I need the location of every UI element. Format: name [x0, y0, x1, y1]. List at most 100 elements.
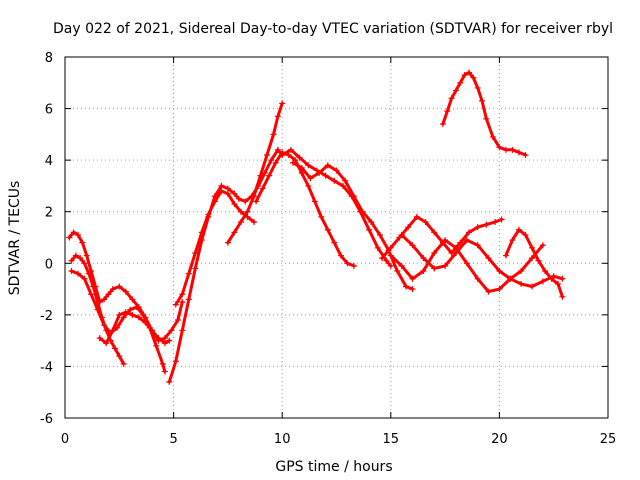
data-point: [148, 327, 155, 334]
data-point: [135, 314, 142, 321]
data-point: [224, 185, 231, 192]
data-point: [142, 319, 149, 326]
data-point: [274, 146, 281, 153]
data-point: [205, 211, 212, 218]
data-point: [279, 100, 286, 107]
x-tick-label: 15: [383, 432, 400, 447]
data-point: [507, 275, 514, 282]
data-point: [522, 151, 529, 158]
data-point: [528, 255, 535, 262]
data-point: [337, 252, 344, 259]
data-point: [235, 195, 242, 202]
data-point: [83, 252, 90, 259]
data-point: [409, 242, 416, 249]
data-point: [522, 231, 529, 238]
data-point: [331, 177, 338, 184]
data-point: [116, 311, 123, 318]
data-point: [409, 275, 416, 282]
data-point: [231, 200, 238, 207]
data-point: [85, 270, 92, 277]
data-point: [127, 306, 134, 313]
data-point: [224, 190, 231, 197]
data-point: [331, 239, 338, 246]
data-point: [492, 219, 499, 226]
data-point: [298, 170, 305, 177]
data-point: [559, 293, 566, 300]
data-point: [344, 260, 351, 267]
data-point: [305, 162, 312, 169]
series-line: [504, 228, 564, 299]
data-point: [90, 283, 97, 290]
data-point: [465, 69, 472, 76]
data-point: [161, 368, 168, 375]
data-point: [270, 131, 277, 138]
data-point: [387, 252, 394, 259]
data-point: [285, 151, 292, 158]
data-point: [185, 296, 192, 303]
data-point: [387, 262, 394, 269]
data-point: [179, 291, 186, 298]
series-track-6: [172, 188, 257, 308]
data-point: [75, 270, 82, 277]
series-line: [226, 101, 284, 245]
data-point: [457, 239, 464, 246]
plot-frame: [64, 56, 609, 419]
data-point: [398, 231, 405, 238]
data-point: [68, 268, 75, 275]
data-point: [166, 337, 173, 344]
series-track-10: [290, 159, 416, 293]
data-point: [539, 242, 546, 249]
y-tick-label: -6: [40, 412, 53, 427]
data-point: [153, 342, 160, 349]
data-point: [342, 177, 349, 184]
data-point: [250, 193, 257, 200]
x-tick-label: 10: [274, 432, 291, 447]
data-point: [431, 265, 438, 272]
data-point: [340, 182, 347, 189]
data-point: [287, 146, 294, 153]
series-line: [441, 71, 527, 157]
data-point: [403, 283, 410, 290]
data-point: [305, 182, 312, 189]
data-point: [116, 283, 123, 290]
data-point: [542, 268, 549, 275]
data-point: [489, 133, 496, 140]
data-point: [405, 224, 412, 231]
x-tick-label: 20: [491, 432, 508, 447]
chart-title: Day 022 of 2021, Sidereal Day-to-day VTE…: [53, 21, 613, 37]
series-line: [174, 189, 256, 306]
data-point: [290, 159, 297, 166]
series-track-1: [66, 229, 186, 344]
data-point: [452, 244, 459, 251]
data-point: [311, 198, 318, 205]
data-point: [463, 260, 470, 267]
series-track-15: [439, 69, 529, 158]
data-point: [172, 358, 179, 365]
data-point: [442, 262, 449, 269]
series-track-3: [68, 268, 168, 375]
data-point: [72, 252, 79, 259]
data-point: [496, 268, 503, 275]
data-point: [474, 275, 481, 282]
data-point: [548, 275, 555, 282]
data-point: [509, 146, 516, 153]
data-point: [483, 221, 490, 228]
data-point: [322, 172, 329, 179]
data-point: [242, 198, 249, 205]
data-point: [474, 84, 481, 91]
y-tick-label: -2: [40, 309, 53, 324]
data-point: [231, 190, 238, 197]
data-point: [133, 304, 140, 311]
data-point: [555, 280, 562, 287]
data-point: [272, 159, 279, 166]
x-tick-label: 0: [61, 432, 69, 447]
data-point: [101, 296, 108, 303]
data-point: [298, 164, 305, 171]
data-point: [172, 301, 179, 308]
y-tick-label: -4: [40, 360, 53, 375]
data-point: [66, 234, 73, 241]
y-tick-label: 0: [45, 257, 53, 272]
data-point: [366, 226, 373, 233]
data-point: [324, 162, 331, 169]
data-point: [307, 175, 314, 182]
